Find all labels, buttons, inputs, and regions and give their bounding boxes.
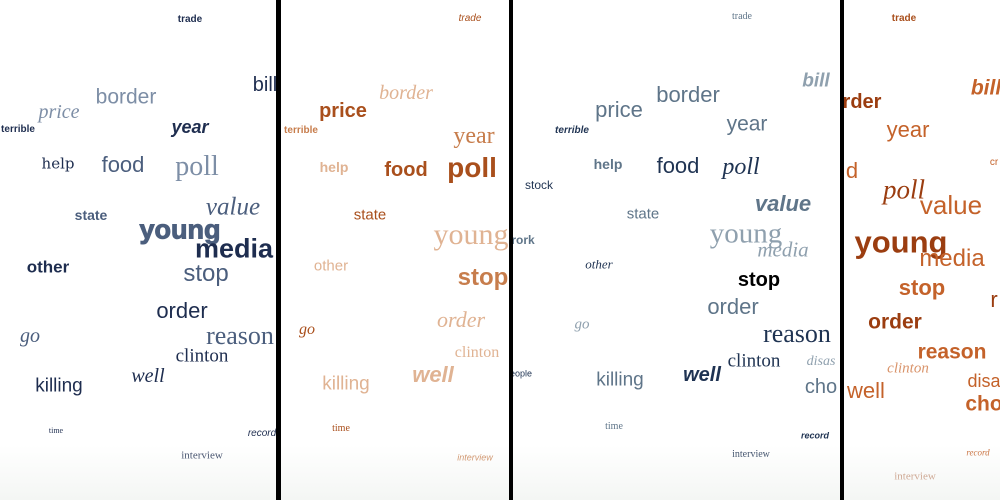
word: order — [868, 310, 922, 334]
word: well — [131, 365, 165, 387]
word: young — [139, 214, 221, 245]
word: media — [919, 245, 985, 272]
word: young — [433, 218, 509, 251]
word: state — [74, 207, 108, 223]
word: stop — [183, 260, 229, 287]
word: price — [319, 100, 367, 122]
word: terrible — [284, 125, 318, 136]
word: trade — [458, 13, 482, 24]
word: go — [574, 316, 590, 333]
word: disa — [967, 371, 1000, 391]
word: value — [205, 193, 261, 221]
word: food — [656, 153, 700, 178]
word: trade — [177, 14, 203, 25]
word: year — [726, 112, 768, 136]
word-cloud-panel-3: trade bill price border terrible year he… — [513, 0, 840, 500]
word: rder — [844, 91, 882, 113]
word: other — [313, 257, 349, 275]
word: state — [353, 206, 387, 224]
word: time — [48, 426, 64, 435]
word: well — [683, 364, 721, 386]
word: clinton — [454, 344, 500, 361]
word: interview — [181, 449, 223, 462]
word: help — [319, 159, 349, 175]
word: killing — [322, 373, 370, 395]
word: stop — [737, 269, 781, 291]
word: cho — [804, 376, 838, 398]
word: reason — [763, 319, 831, 348]
word: well — [847, 378, 885, 403]
word: poll — [447, 152, 497, 183]
word: go — [299, 321, 315, 338]
word-cloud-panel-1: trade bill border price terrible year he… — [0, 0, 276, 500]
word: clinton — [175, 345, 229, 367]
word: food — [384, 159, 428, 181]
word: r — [990, 287, 998, 312]
word: record — [247, 428, 276, 439]
word: order — [707, 294, 759, 319]
word-cloud-panel-4: trade rder bill year cr d poll value you… — [844, 0, 1000, 500]
word: border — [95, 85, 157, 109]
word: terrible — [1, 124, 35, 135]
word: eople — [513, 368, 533, 379]
word: bill — [252, 74, 276, 96]
word: interview — [732, 449, 770, 460]
word: other — [26, 257, 70, 277]
word: trade — [891, 13, 917, 24]
word: cho — [965, 392, 1000, 416]
word: record — [966, 447, 990, 458]
word: help — [593, 156, 623, 172]
word: d — [845, 158, 859, 183]
word: state — [626, 205, 660, 223]
word: terrible — [555, 125, 589, 136]
word: clinton — [887, 360, 929, 377]
word: go — [20, 325, 40, 347]
word: record — [800, 430, 830, 441]
word: media — [757, 237, 809, 262]
word: cr — [989, 157, 999, 168]
word-cloud-panel-2: trade border price terrible year help fo… — [281, 0, 509, 500]
word: bill — [970, 76, 1000, 100]
word: killing — [596, 369, 644, 391]
word: year — [453, 123, 495, 149]
word: interview — [894, 470, 936, 483]
word: time — [605, 421, 623, 432]
word: clinton — [727, 350, 781, 372]
word: stop — [898, 275, 946, 300]
word: poll — [882, 174, 926, 205]
word: reason — [917, 340, 987, 364]
word: other — [585, 256, 613, 272]
word: bill — [802, 70, 830, 92]
word: poll — [722, 154, 760, 180]
word: media — [194, 233, 274, 264]
word: killing — [35, 375, 83, 397]
word: border — [656, 82, 720, 107]
word: year — [171, 117, 209, 137]
word: reason — [206, 321, 274, 350]
word: interview — [457, 452, 493, 463]
word: time — [332, 423, 350, 434]
word: rork — [513, 233, 535, 247]
word: stop — [457, 264, 509, 291]
word: young — [709, 217, 783, 250]
word: food — [101, 152, 145, 177]
word: order — [156, 298, 208, 323]
word: well — [412, 362, 454, 387]
word: young — [854, 224, 948, 260]
word: poll — [175, 151, 219, 182]
word: order — [436, 307, 486, 332]
word: trade — [732, 11, 752, 22]
word: disas — [806, 354, 836, 369]
word: value — [919, 190, 983, 220]
word: price — [595, 97, 643, 122]
word: price — [38, 101, 80, 123]
word: stock — [524, 178, 554, 192]
word: value — [754, 191, 812, 216]
word: help — [41, 154, 75, 173]
word: border — [379, 82, 433, 104]
word: year — [886, 117, 930, 142]
